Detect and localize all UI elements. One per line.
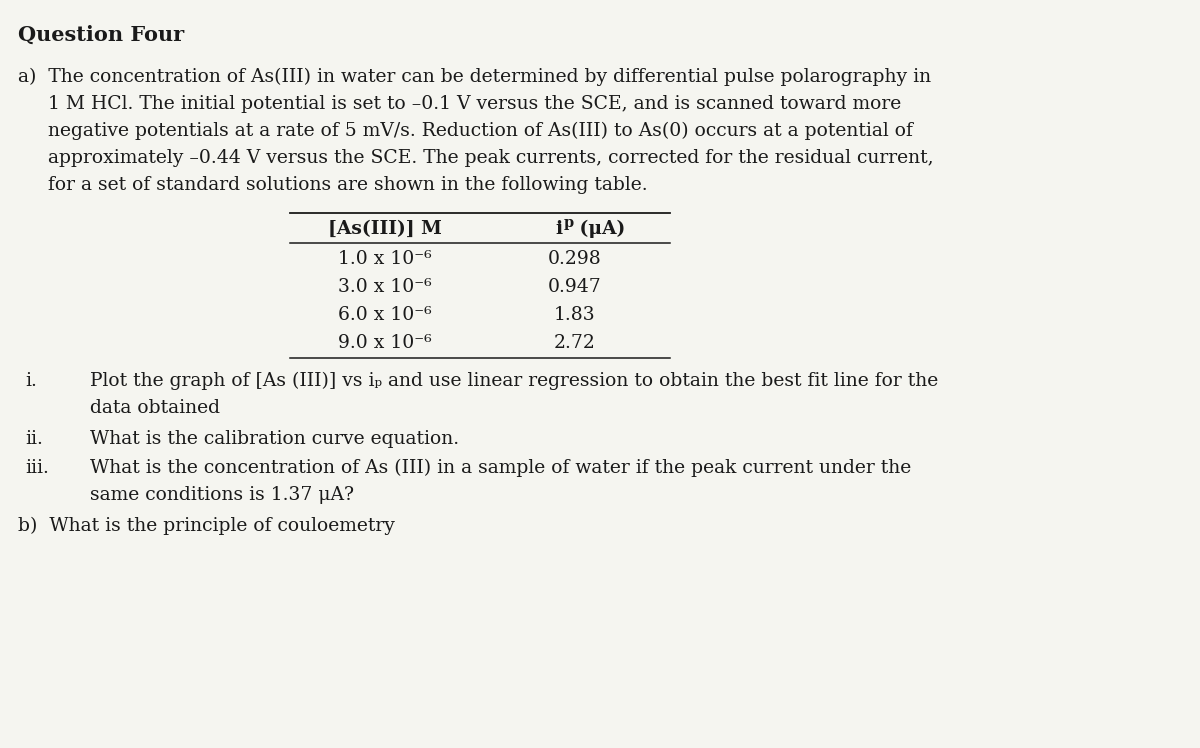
Text: 2.72: 2.72 <box>554 334 596 352</box>
Text: 1.83: 1.83 <box>554 306 596 324</box>
Text: approximately –0.44 V versus the SCE. The peak currents, corrected for the resid: approximately –0.44 V versus the SCE. Th… <box>18 149 934 167</box>
Text: a)  The concentration of As(III) in water can be determined by differential puls: a) The concentration of As(III) in water… <box>18 68 931 86</box>
Text: b)  What is the principle of couloemetry: b) What is the principle of couloemetry <box>18 517 395 536</box>
Text: [As(III)] M: [As(III)] M <box>328 220 442 238</box>
Text: ii.: ii. <box>25 430 43 448</box>
Text: negative potentials at a rate of 5 mV/s. Reduction of As(III) to As(0) occurs at: negative potentials at a rate of 5 mV/s.… <box>18 122 913 141</box>
Text: 0.947: 0.947 <box>548 278 602 296</box>
Text: 1.0 x 10⁻⁶: 1.0 x 10⁻⁶ <box>338 250 432 268</box>
Text: 6.0 x 10⁻⁶: 6.0 x 10⁻⁶ <box>338 306 432 324</box>
Text: What is the concentration of As (III) in a sample of water if the peak current u: What is the concentration of As (III) in… <box>90 459 911 477</box>
Text: same conditions is 1.37 μA?: same conditions is 1.37 μA? <box>90 486 354 504</box>
Text: Question Four: Question Four <box>18 25 184 45</box>
Text: iii.: iii. <box>25 459 49 477</box>
Text: Plot the graph of [As (III)] vs iₚ and use linear regression to obtain the best : Plot the graph of [As (III)] vs iₚ and u… <box>90 372 938 390</box>
Text: 0.298: 0.298 <box>548 250 602 268</box>
Text: p: p <box>564 216 574 230</box>
Text: 1 M HCl. The initial potential is set to –0.1 V versus the SCE, and is scanned t: 1 M HCl. The initial potential is set to… <box>18 95 901 113</box>
Text: (μA): (μA) <box>574 220 625 239</box>
Text: i: i <box>554 220 562 238</box>
Text: for a set of standard solutions are shown in the following table.: for a set of standard solutions are show… <box>18 176 648 194</box>
Text: What is the calibration curve equation.: What is the calibration curve equation. <box>90 430 460 448</box>
Text: 3.0 x 10⁻⁶: 3.0 x 10⁻⁶ <box>338 278 432 296</box>
Text: 9.0 x 10⁻⁶: 9.0 x 10⁻⁶ <box>338 334 432 352</box>
Text: i.: i. <box>25 372 37 390</box>
Text: data obtained: data obtained <box>90 399 220 417</box>
